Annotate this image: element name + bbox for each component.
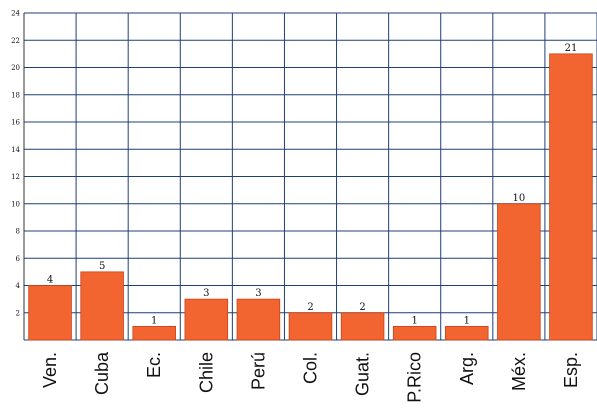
y-tick-label: 8 — [16, 228, 20, 236]
value-label-bg — [409, 314, 420, 326]
value-label: 10 — [512, 193, 525, 204]
y-tick-label: 2 — [16, 309, 20, 317]
y-tick-label: 12 — [11, 173, 20, 181]
category-label: Guat. — [353, 352, 373, 396]
y-tick-label: 14 — [11, 146, 20, 154]
x-axis-categories: Ven. Cuba Ec. Chile Perú Col. Guat. P.Rico Arg. M… — [40, 351, 581, 403]
bar-10 — [549, 53, 593, 341]
category-label: P.Rico — [405, 352, 425, 403]
bar-1 — [80, 271, 124, 341]
value-label: 3 — [255, 288, 261, 299]
value-label-bg — [461, 314, 472, 326]
chart-grid — [23, 12, 597, 341]
bar-7 — [392, 325, 437, 341]
value-label: 1 — [411, 315, 417, 326]
bar-2 — [132, 325, 176, 341]
y-tick-label: 4 — [16, 282, 21, 290]
value-label: 4 — [47, 275, 53, 286]
value-label-bg — [510, 191, 527, 203]
bar-8 — [445, 325, 489, 341]
chart-bars — [28, 53, 593, 341]
category-label: Perú — [248, 352, 268, 390]
category-label: Ven. — [40, 352, 60, 388]
category-label: Esp. — [561, 352, 581, 388]
category-label: Chile — [196, 352, 216, 393]
category-label: Cuba — [92, 351, 112, 395]
value-label-bg — [149, 314, 160, 326]
value-label: 2 — [359, 302, 365, 313]
y-tick-label: 22 — [11, 37, 20, 45]
category-label: Ec. — [144, 352, 164, 378]
bar-5 — [288, 312, 333, 341]
value-label-bg — [45, 273, 56, 285]
y-tick-label: 24 — [11, 10, 20, 18]
bar-4 — [236, 298, 281, 341]
value-label: 1 — [464, 315, 470, 326]
value-label: 5 — [99, 261, 105, 272]
value-label-bg — [253, 287, 264, 299]
value-label-bg — [357, 300, 368, 312]
category-label: Méx. — [509, 352, 529, 391]
value-label-bg — [562, 41, 579, 53]
y-tick-label: 20 — [11, 64, 20, 72]
category-label: Arg. — [457, 352, 477, 385]
y-tick-label: 10 — [11, 200, 20, 208]
bar-9 — [497, 203, 541, 341]
y-tick-label: 6 — [16, 255, 21, 263]
value-label-bg — [201, 287, 212, 299]
y-tick-label: 16 — [11, 119, 20, 127]
value-label: 2 — [307, 302, 313, 313]
value-label: 21 — [565, 43, 578, 54]
value-label-bg — [97, 259, 108, 271]
value-label: 3 — [203, 288, 209, 299]
bar-6 — [340, 312, 385, 341]
category-label: Col. — [301, 352, 321, 384]
value-label: 1 — [151, 315, 157, 326]
value-label-bg — [305, 300, 316, 312]
bar-0 — [28, 285, 72, 341]
bar-3 — [184, 298, 229, 341]
y-tick-label: 18 — [11, 91, 20, 99]
